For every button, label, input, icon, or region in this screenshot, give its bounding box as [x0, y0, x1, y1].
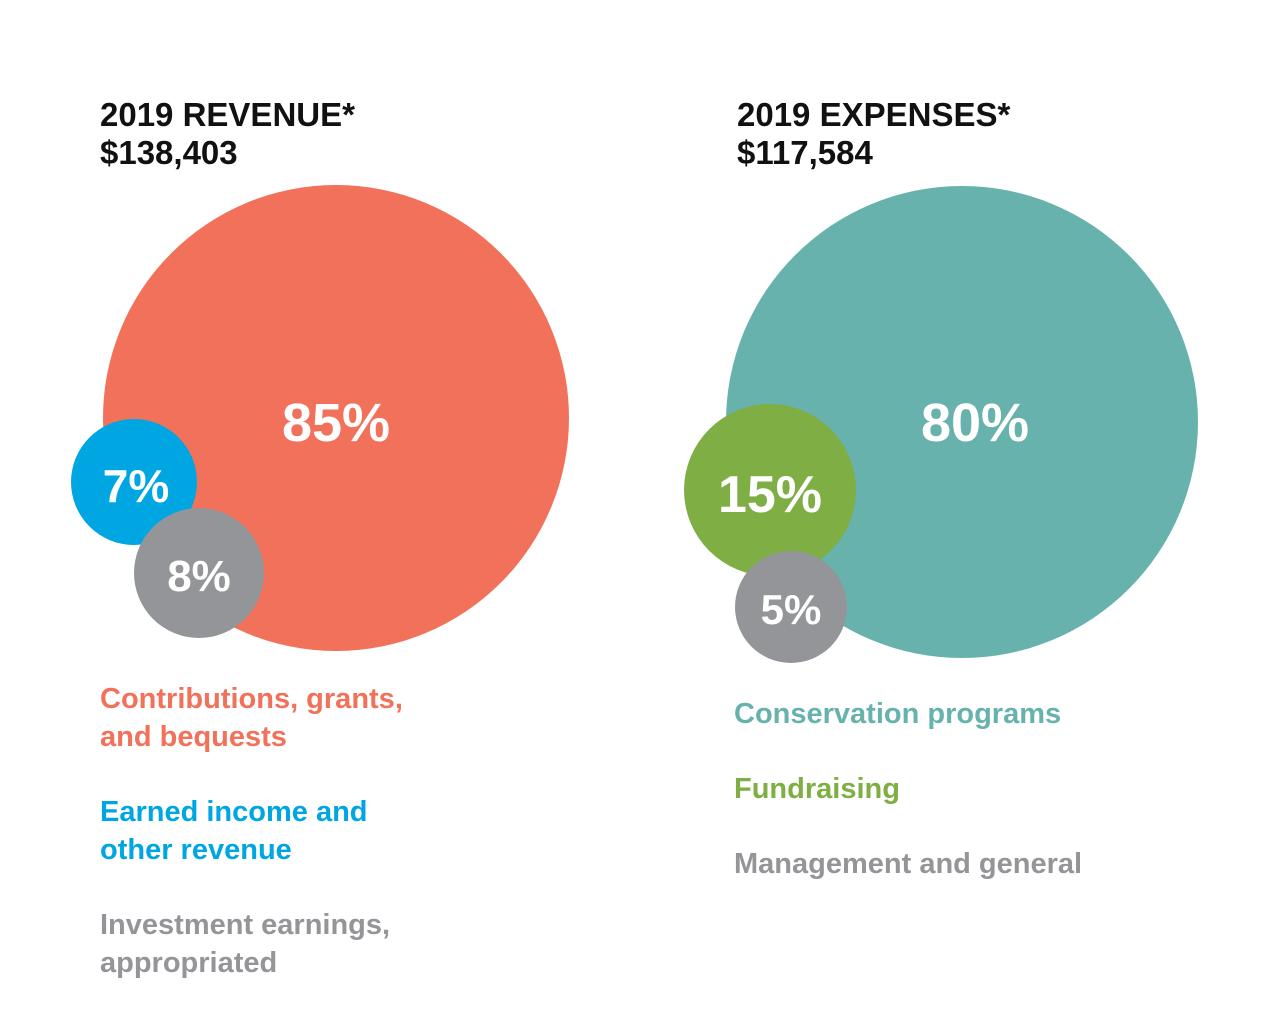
expenses-bubble-management-value: 5%: [761, 586, 822, 633]
revenue-title: 2019 REVENUE*: [100, 96, 355, 133]
expenses-panel: 2019 EXPENSES* $117,584 80% 15% 5% Conse…: [640, 0, 1284, 1036]
legend-item-conservation: Conservation programs: [734, 698, 1062, 730]
legend-item-investment: Investment earnings, appropriated: [100, 909, 391, 979]
revenue-bubble-earned-income-value: 7%: [103, 460, 169, 512]
revenue-total: $138,403: [100, 134, 238, 171]
expenses-bubble-conservation-circle: [726, 186, 1198, 658]
expenses-heading: 2019 EXPENSES* $117,584: [737, 96, 1010, 172]
expenses-title: 2019 EXPENSES*: [737, 96, 1011, 133]
expenses-total: $117,584: [737, 134, 873, 171]
revenue-panel: 2019 REVENUE* $138,403 85% 7% 8% Contrib…: [0, 0, 640, 1036]
expenses-bubble-fundraising: 15%: [684, 404, 856, 576]
revenue-bubble-earned-income-circle: [71, 419, 197, 545]
revenue-bubble-investment: 8%: [134, 508, 264, 638]
revenue-heading: 2019 REVENUE* $138,403: [100, 96, 355, 172]
revenue-bubble-investment-value: 8%: [167, 552, 231, 601]
revenue-bubble-investment-circle: [134, 508, 264, 638]
revenue-bubble-earned-income: 7%: [71, 419, 197, 545]
legend-item-contributions: Contributions, grants, and bequests: [100, 683, 403, 753]
legend-item-earned-income: Earned income and other revenue: [100, 796, 368, 866]
expenses-bubble-chart: 80% 15% 5%: [684, 186, 1198, 663]
revenue-bubble-chart: 85% 7% 8%: [71, 185, 569, 651]
expenses-bubble-management-circle: [735, 551, 847, 663]
expenses-bubble-fundraising-circle: [684, 404, 856, 576]
expenses-bubble-fundraising-value: 15%: [718, 466, 822, 524]
legend-item-management: Management and general: [734, 848, 1083, 880]
expenses-bubble-conservation-value: 80%: [921, 393, 1029, 453]
legend-item-fundraising: Fundraising: [734, 773, 900, 805]
expenses-bubble-conservation: 80%: [726, 186, 1198, 658]
expenses-bubble-management: 5%: [735, 551, 847, 663]
revenue-bubble-contributions-value: 85%: [282, 393, 390, 453]
